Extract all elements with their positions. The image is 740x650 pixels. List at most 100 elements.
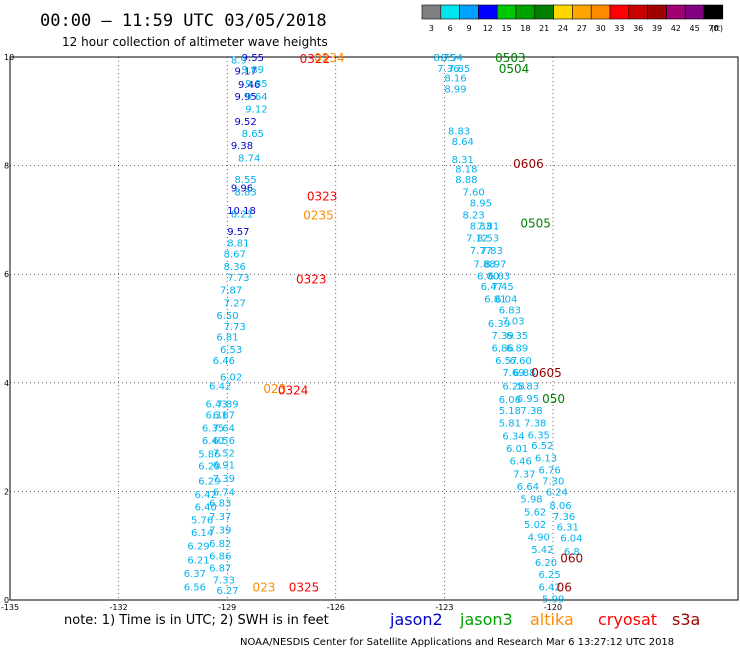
swh-value-label: 6.42 [539,582,561,593]
swh-value-label: 8.9 [231,56,247,67]
pass-time-label: 023 [253,580,276,594]
colorbar-swatch [440,4,460,20]
grid-lines [10,57,738,600]
swh-value-label: 7.69 [502,368,524,379]
colorbar-swatch [553,4,573,20]
swh-value-label: 6.37 [184,569,206,580]
swh-value-label: 6.25 [539,570,561,581]
swh-value-label: 6.81 [484,295,506,306]
swh-value-label: 6.86 [209,551,231,562]
swh-value-label: 6.31 [557,523,579,534]
swh-value-label: 8.06 [549,501,571,512]
swh-value-label: 6.40 [195,503,217,514]
swh-value-label: 8.95 [470,199,492,210]
footer-credit: NOAA/NESDIS Center for Satellite Applica… [240,637,674,648]
colorbar-swatch [515,4,536,20]
colorbar-label: 24 [558,24,568,33]
swh-value-label: 7.39 [491,331,513,342]
swh-value-label: 6.29 [198,477,220,488]
plot-area: -135 -132 -129 -126 -123 -120 0 2 4 6 8 10 9.55 9.17… [1,51,739,612]
x-tick-label: -135 [1,603,19,612]
legend-cryosat: cryosat [598,610,657,629]
chart-subtitle: 12 hour collection of altimeter wave hei… [62,35,328,49]
swh-value-label: 6.82 [209,539,231,550]
x-tick-label: -129 [218,603,236,612]
swh-value-label: 6.57 [495,356,517,367]
swh-value-label: 6.95 [517,394,539,405]
swh-value-label: 6.29 [198,461,220,472]
swh-value-label: 5.98 [520,494,542,505]
swh-value-label: 8.65 [242,129,264,140]
colorbar-label: 18 [520,24,530,33]
swh-value-label: 7.12 [466,233,488,244]
swh-value-label: 7.83 [481,246,503,257]
y-tick-label: 2 [4,487,9,496]
swh-value-label: 8.36 [224,262,246,273]
swh-value-label: 7.73 [227,273,249,284]
colorbar-swatch [459,4,479,20]
swh-value-label: 6.46 [213,356,235,367]
pass-time-label: 050 [542,392,565,406]
swh-value-label: 8.97 [484,259,506,270]
swh-value-label: 6.76 [539,466,561,477]
y-tick-label: 8 [4,162,9,171]
swh-value-label: 5.86 [198,449,220,460]
pass-time-label: 0322 [300,52,331,66]
swh-value-label: 8.18 [455,164,477,175]
pass-time-label: 0606 [513,157,544,171]
x-tick-label: -120 [544,603,562,612]
swh-value-label: 8.64 [452,137,474,148]
colorbar-label: 6 [448,24,453,33]
colorbar-swatch [496,4,517,20]
swh-value-label: 8.67 [224,250,246,261]
swh-value-label: 8.54 [441,53,463,64]
swh-value-label: 5.42 [531,545,553,556]
swh-value-label: 7.88 [473,259,495,270]
swh-value-label: 5.02 [524,520,546,531]
colorbar-swatch [684,4,705,20]
colorbar-label: 39 [652,24,662,33]
swh-value-label: 6.01 [506,444,528,455]
swh-value-label: 8.88 [455,175,477,186]
swh-value-label: 6.00 [477,271,499,282]
swh-value-label: 8.83 [234,188,256,199]
swh-value-label: 6.34 [502,431,524,442]
swh-value-label: 8.23 [463,210,485,221]
swh-value-label: 7.73 [224,322,246,333]
colorbar-label: 27 [577,24,587,33]
swh-value-label: 9.52 [234,117,256,128]
swh-value-label: 6.27 [216,586,238,597]
swh-value-label: 6.31 [205,410,227,421]
swh-value-label: 7.30 [542,477,564,488]
swh-value-label: 6.29 [187,542,209,553]
swh-value-label: 6.46 [510,456,532,467]
swh-value-label: 7.36 [437,64,459,75]
swh-value-label: 7.33 [213,575,235,586]
swh-value-label: 7.81 [477,221,499,232]
colorbar-label: 45 [690,24,700,33]
swh-value-label: 8.75 [434,53,456,64]
swh-value-label: 7.37 [209,512,231,523]
pass-time-label: 0504 [499,62,530,76]
colorbar-label: 33 [614,24,624,33]
swh-value-label: 7.60 [463,188,485,199]
swh-value-label: 6.40 [202,436,224,447]
colorbar-label: 21 [539,24,549,33]
swh-value-label: 6.21 [187,555,209,566]
swh-value-label: 5.83 [517,382,539,393]
axis-ticks: -135 -132 -129 -126 -123 -120 0 2 4 6 8 10 [1,53,562,612]
swh-value-label: 6.83 [209,498,231,509]
plot-frame [9,56,739,601]
colorbar-unit: (ft) [711,24,723,33]
swh-value-label: 6.35 [506,331,528,342]
swh-value-label: 7.64 [213,423,235,434]
swh-value-label: 6.04 [495,295,517,306]
colorbar-swatch [572,4,592,20]
swh-value-label: 7.45 [491,282,513,293]
pass-time-label: 0324 [278,383,309,397]
swh-value-label: 8.99 [444,84,466,95]
swh-value-label: 7.89 [216,399,238,410]
swh-value-label: 6.13 [535,454,557,465]
colorbar-label: 15 [502,24,512,33]
